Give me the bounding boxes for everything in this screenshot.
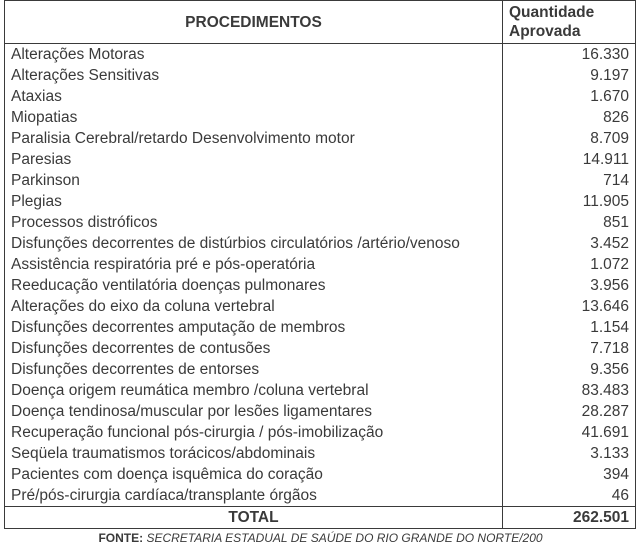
row-label: Recuperação funcional pós-cirurgia / pós… [5,422,503,443]
table-row: Disfunções decorrentes de distúrbios cir… [5,233,636,254]
row-label: Doença tendinosa/muscular por lesões lig… [5,401,503,422]
procedures-table: PROCEDIMENTOS Quantidade Aprovada Altera… [4,0,636,529]
table-row: Miopatias826 [5,107,636,128]
table-header-row: PROCEDIMENTOS Quantidade Aprovada [5,1,636,44]
row-qty: 3.133 [503,443,636,464]
table-total-row: TOTAL 262.501 [5,507,636,529]
table-row: Paresias14.911 [5,149,636,170]
row-qty: 13.646 [503,296,636,317]
total-qty: 262.501 [503,507,636,529]
table-row: Pré/pós-cirurgia cardíaca/transplante ór… [5,485,636,507]
row-label: Reeducação ventilatória doenças pulmonar… [5,275,503,296]
row-label: Assistência respiratória pré e pós-opera… [5,254,503,275]
table-row: Pacientes com doença isquêmica do coraçã… [5,464,636,485]
row-qty: 9.356 [503,359,636,380]
row-qty: 11.905 [503,191,636,212]
col-header-procedimentos: PROCEDIMENTOS [5,1,503,44]
row-label: Alterações do eixo da coluna vertebral [5,296,503,317]
table-row: Recuperação funcional pós-cirurgia / pós… [5,422,636,443]
row-qty: 83.483 [503,380,636,401]
row-qty: 3.956 [503,275,636,296]
row-label: Parkinson [5,170,503,191]
source-prefix: FONTE: [98,531,143,545]
row-label: Seqüela traumatismos torácicos/abdominai… [5,443,503,464]
table-row: Assistência respiratória pré e pós-opera… [5,254,636,275]
row-qty: 826 [503,107,636,128]
row-qty: 1.154 [503,317,636,338]
row-label: Paralisia Cerebral/retardo Desenvolvimen… [5,128,503,149]
row-label: Paresias [5,149,503,170]
table-row: Ataxias1.670 [5,86,636,107]
table-row: Seqüela traumatismos torácicos/abdominai… [5,443,636,464]
row-qty: 1.670 [503,86,636,107]
row-label: Disfunções decorrentes de distúrbios cir… [5,233,503,254]
table-row: Doença origem reumática membro /coluna v… [5,380,636,401]
qty-header-line2: Aprovada [509,22,629,41]
row-label: Doença origem reumática membro /coluna v… [5,380,503,401]
table-row: Parkinson714 [5,170,636,191]
total-label: TOTAL [5,507,503,529]
table-row: Disfunções decorrentes de entorses9.356 [5,359,636,380]
row-label: Disfunções decorrentes de entorses [5,359,503,380]
row-qty: 851 [503,212,636,233]
row-label: Disfunções decorrentes de contusões [5,338,503,359]
row-label: Processos distróficos [5,212,503,233]
table-row: Disfunções decorrentes amputação de memb… [5,317,636,338]
row-qty: 28.287 [503,401,636,422]
table-row: Alterações Motoras16.330 [5,44,636,66]
row-qty: 7.718 [503,338,636,359]
table-row: Processos distróficos851 [5,212,636,233]
table-row: Plegias11.905 [5,191,636,212]
table-row: Paralisia Cerebral/retardo Desenvolvimen… [5,128,636,149]
row-qty: 16.330 [503,44,636,66]
row-qty: 714 [503,170,636,191]
row-label: Ataxias [5,86,503,107]
row-qty: 394 [503,464,636,485]
row-label: Plegias [5,191,503,212]
row-label: Miopatias [5,107,503,128]
row-qty: 14.911 [503,149,636,170]
table-row: Alterações do eixo da coluna vertebral13… [5,296,636,317]
table-body: Alterações Motoras16.330Alterações Sensi… [5,44,636,507]
table-row: Reeducação ventilatória doenças pulmonar… [5,275,636,296]
col-header-quantidade: Quantidade Aprovada [503,1,636,44]
row-qty: 9.197 [503,65,636,86]
table-row: Alterações Sensitivas9.197 [5,65,636,86]
row-label: Disfunções decorrentes amputação de memb… [5,317,503,338]
row-qty: 46 [503,485,636,507]
row-label: Alterações Motoras [5,44,503,66]
source-line: FONTE: SECRETARIA ESTADUAL DE SAÚDE DO R… [4,531,637,545]
table-row: Doença tendinosa/muscular por lesões lig… [5,401,636,422]
qty-header-line1: Quantidade [509,3,629,22]
row-label: Pré/pós-cirurgia cardíaca/transplante ór… [5,485,503,507]
table-row: Disfunções decorrentes de contusões7.718 [5,338,636,359]
row-qty: 41.691 [503,422,636,443]
row-qty: 3.452 [503,233,636,254]
row-qty: 8.709 [503,128,636,149]
row-qty: 1.072 [503,254,636,275]
row-label: Pacientes com doença isquêmica do coraçã… [5,464,503,485]
row-label: Alterações Sensitivas [5,65,503,86]
source-text: SECRETARIA ESTADUAL DE SAÚDE DO RIO GRAN… [143,531,542,545]
